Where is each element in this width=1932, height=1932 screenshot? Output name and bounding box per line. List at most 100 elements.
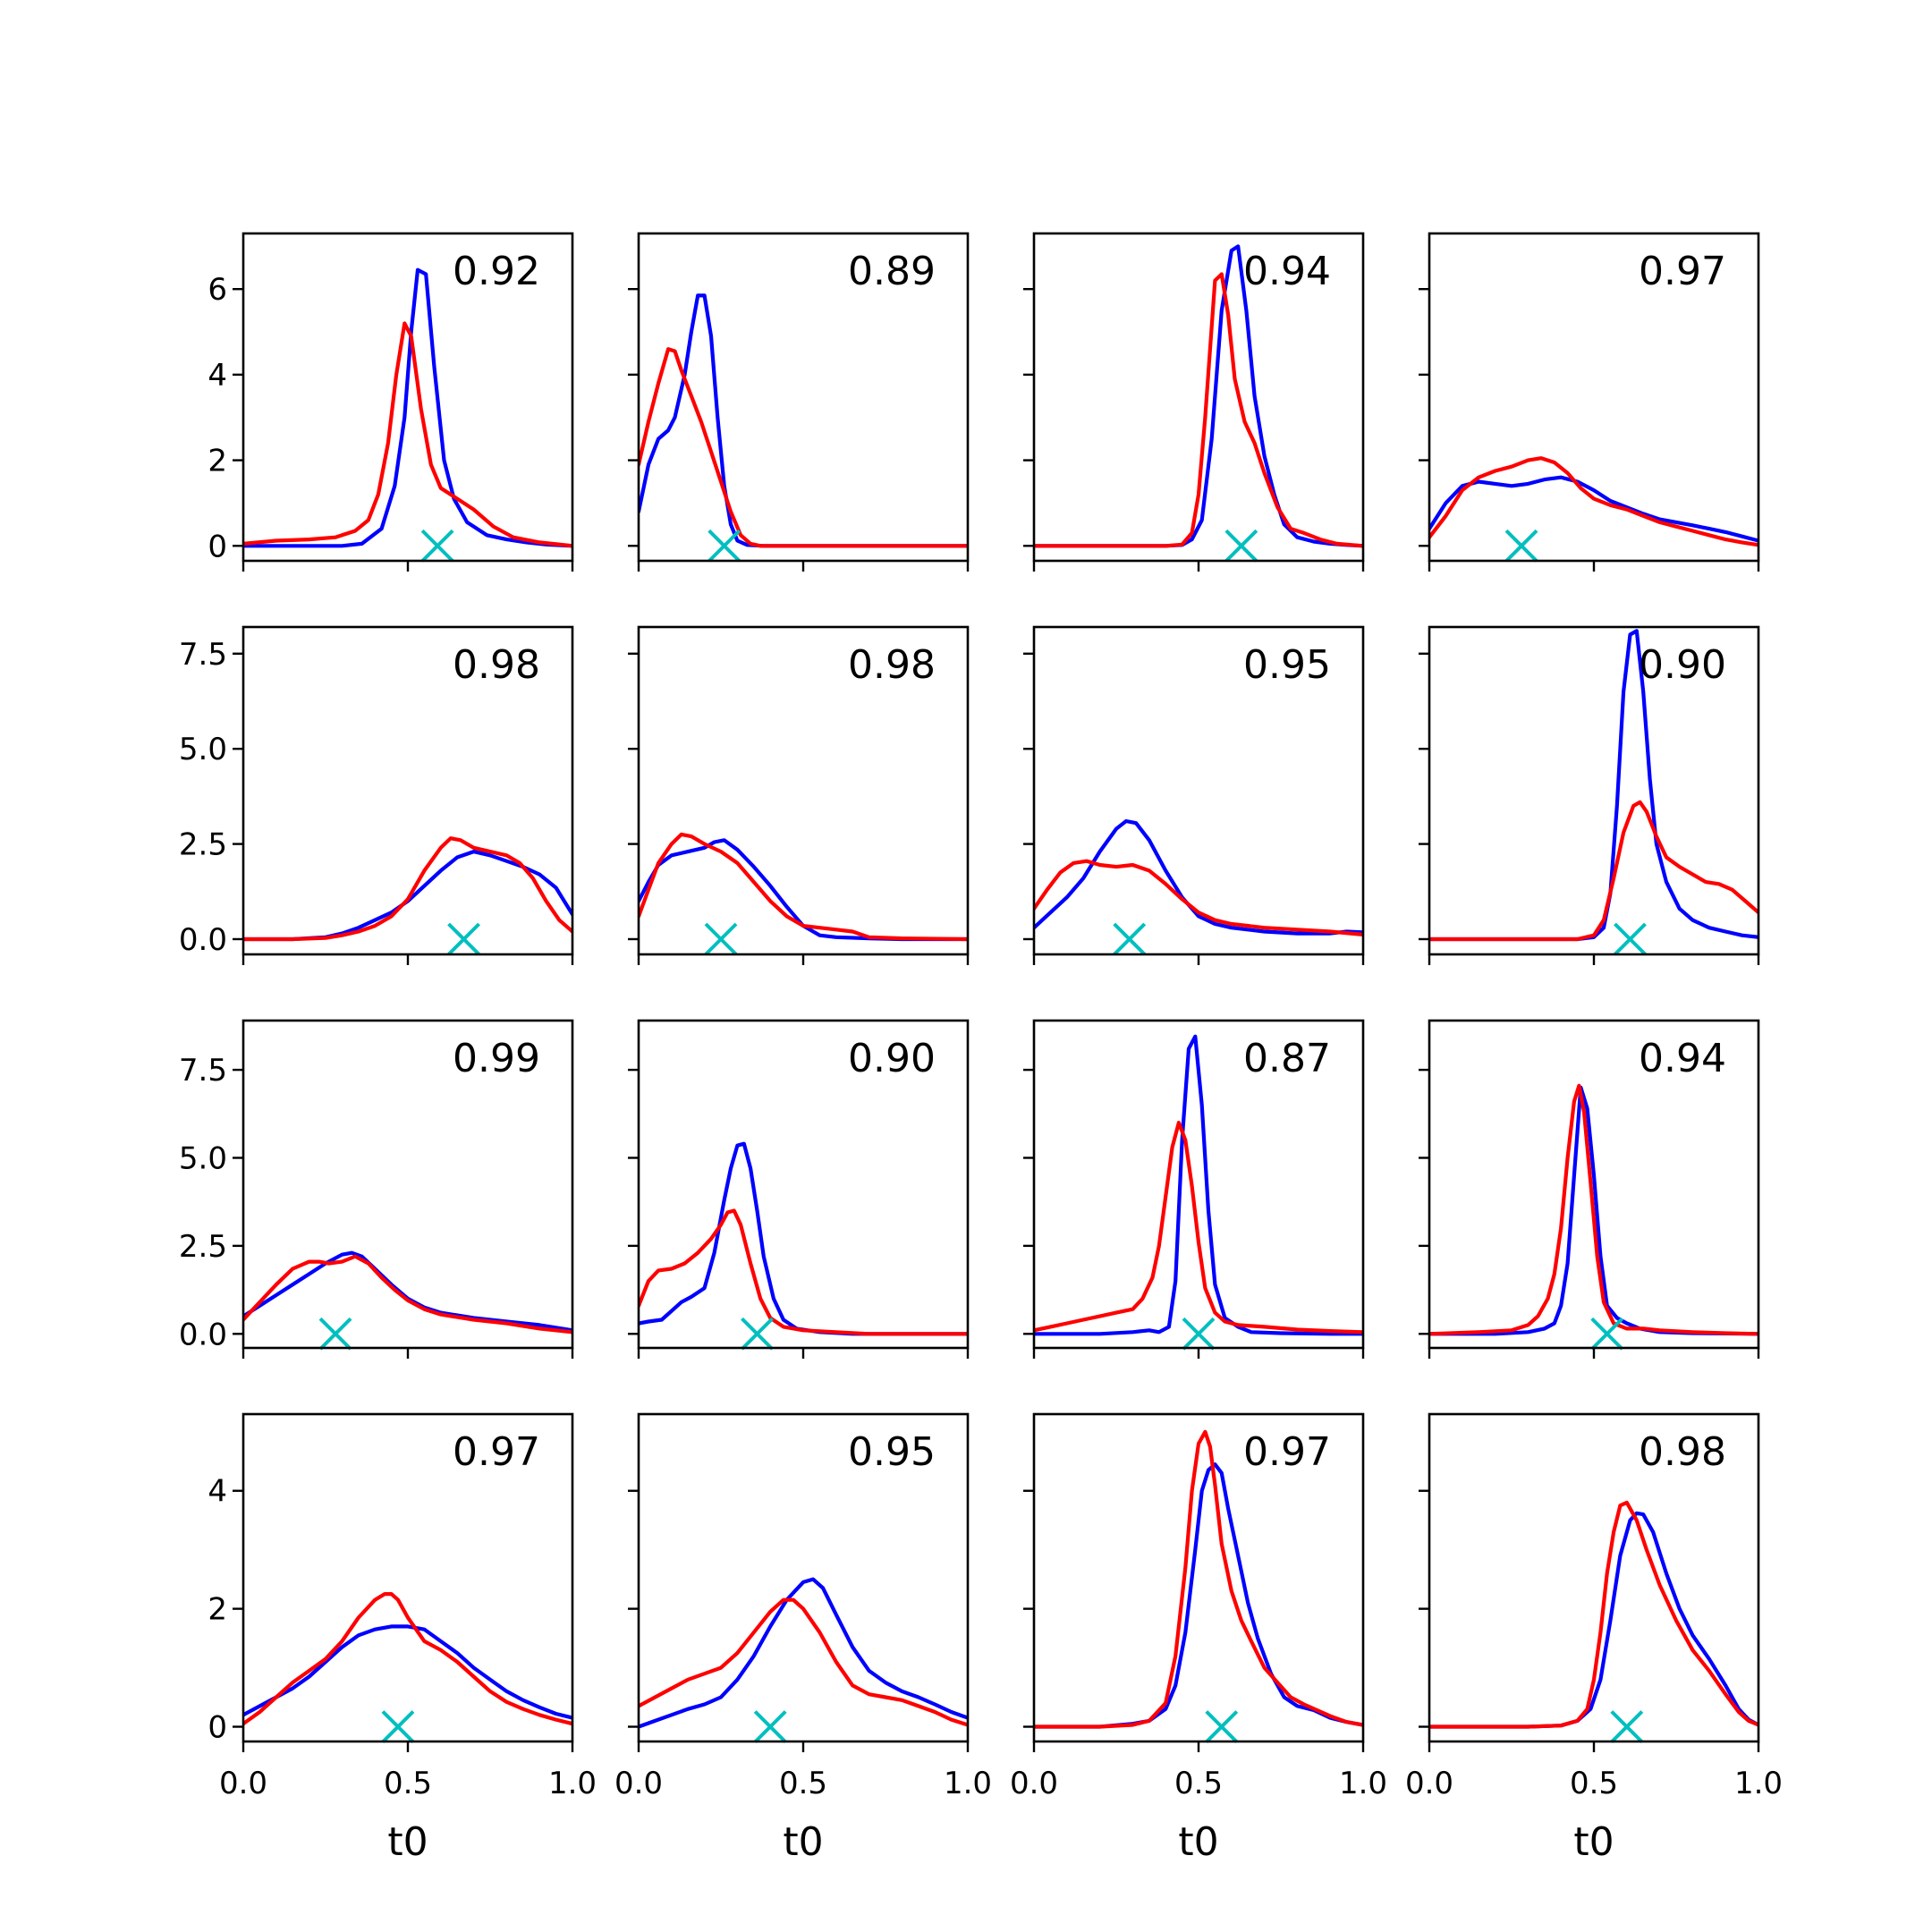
red-density-line bbox=[639, 1597, 968, 1727]
y-tick-label: 5.0 bbox=[179, 732, 227, 767]
marker-stroke bbox=[318, 1317, 352, 1351]
x-tick-label: 0.0 bbox=[219, 1766, 267, 1801]
y-tick-label: 2 bbox=[208, 444, 227, 479]
true-value-marker bbox=[381, 1710, 415, 1743]
subplot-r1-c2: 0.89 bbox=[628, 232, 970, 572]
score-label: 0.92 bbox=[453, 249, 540, 294]
score-label: 0.97 bbox=[453, 1429, 540, 1475]
marker-stroke bbox=[420, 529, 454, 563]
true-value-marker bbox=[318, 1317, 352, 1351]
x-axis-label: t0 bbox=[1178, 1819, 1218, 1865]
score-label: 0.94 bbox=[1243, 249, 1331, 294]
red-density-line bbox=[639, 347, 968, 548]
score-label: 0.94 bbox=[1639, 1036, 1726, 1081]
subplot-r4-c2: 0.0 0.5 1.0 0.95 t0 bbox=[614, 1412, 992, 1865]
subplot-r1-c4: 0.97 bbox=[1419, 232, 1760, 572]
score-label: 0.95 bbox=[1243, 642, 1331, 688]
red-density-line bbox=[639, 832, 968, 942]
score-label: 0.95 bbox=[848, 1429, 936, 1475]
score-label: 0.98 bbox=[453, 642, 540, 688]
subplot-r1-c3: 0.94 bbox=[1023, 232, 1365, 572]
y-tick-label: 5.0 bbox=[179, 1140, 227, 1176]
true-value-marker bbox=[420, 529, 454, 563]
blue-density-line bbox=[1429, 475, 1758, 543]
x-tick-label: 0.5 bbox=[1570, 1766, 1618, 1801]
red-density-line bbox=[243, 836, 572, 942]
red-density-line bbox=[1034, 1429, 1363, 1729]
marker-stroke bbox=[1504, 529, 1538, 563]
score-label: 0.99 bbox=[453, 1036, 540, 1081]
subplot-r3-c3: 0.87 bbox=[1023, 1019, 1365, 1359]
blue-density-line bbox=[639, 838, 968, 942]
red-density-line bbox=[1429, 456, 1758, 547]
subplot-r4-c4: 0.0 0.5 1.0 0.98 t0 bbox=[1405, 1412, 1783, 1865]
marker-stroke bbox=[447, 922, 480, 956]
marker-stroke bbox=[708, 529, 741, 563]
red-density-line bbox=[243, 321, 572, 548]
subplot-r3-c1: 0.0 2.5 5.0 7.5 0.99 bbox=[179, 1019, 574, 1359]
true-value-marker bbox=[704, 922, 738, 956]
score-label: 0.89 bbox=[848, 249, 936, 294]
true-value-marker bbox=[1224, 529, 1258, 563]
true-value-marker bbox=[1182, 1317, 1216, 1351]
subplot-r4-c3: 0.0 0.5 1.0 0.97 t0 bbox=[1010, 1412, 1387, 1865]
y-tick-label: 0.0 bbox=[179, 922, 227, 958]
marker-stroke bbox=[1113, 922, 1147, 956]
x-axis-label: t0 bbox=[1573, 1819, 1614, 1865]
blue-density-line bbox=[243, 267, 572, 548]
true-value-marker bbox=[1205, 1710, 1239, 1743]
x-axis-label: t0 bbox=[783, 1819, 823, 1865]
score-label: 0.98 bbox=[1639, 1429, 1726, 1475]
true-value-marker bbox=[1504, 529, 1538, 563]
true-value-marker bbox=[741, 1317, 774, 1351]
subplot-r2-c2: 0.98 bbox=[628, 625, 970, 965]
red-density-line bbox=[1034, 272, 1363, 548]
true-value-marker bbox=[447, 922, 480, 956]
subplot-r2-c3: 0.95 bbox=[1023, 625, 1365, 965]
blue-density-line bbox=[1034, 1034, 1363, 1336]
subplot-r2-c4: 0.90 bbox=[1419, 625, 1760, 965]
red-density-line bbox=[243, 1592, 572, 1726]
score-label: 0.90 bbox=[1639, 642, 1726, 688]
marker-stroke bbox=[1205, 1710, 1239, 1743]
true-value-marker bbox=[753, 1710, 787, 1743]
marker-stroke bbox=[381, 1710, 415, 1743]
marker-stroke bbox=[1610, 1710, 1644, 1743]
y-tick-label: 0 bbox=[208, 529, 227, 564]
x-axis-label: t0 bbox=[387, 1819, 428, 1865]
blue-density-line bbox=[1034, 818, 1363, 936]
true-value-marker bbox=[708, 529, 741, 563]
marker-stroke bbox=[1590, 1317, 1624, 1351]
red-density-line bbox=[1034, 1121, 1363, 1335]
x-tick-label: 0.0 bbox=[1010, 1766, 1058, 1801]
x-tick-label: 0.5 bbox=[384, 1766, 432, 1801]
subplot-r3-c2: 0.90 bbox=[628, 1019, 970, 1359]
x-tick-label: 1.0 bbox=[944, 1766, 992, 1801]
y-tick-label: 2.5 bbox=[179, 1229, 227, 1265]
marker-stroke bbox=[1182, 1317, 1216, 1351]
blue-density-line bbox=[1429, 629, 1758, 942]
red-density-line bbox=[1034, 859, 1363, 936]
x-tick-label: 0.5 bbox=[1174, 1766, 1223, 1801]
true-value-marker bbox=[1610, 1710, 1644, 1743]
blue-density-line bbox=[1034, 244, 1363, 548]
score-label: 0.97 bbox=[1243, 1429, 1331, 1475]
marker-stroke bbox=[753, 1710, 787, 1743]
score-label: 0.87 bbox=[1243, 1036, 1331, 1081]
x-tick-label: 1.0 bbox=[1734, 1766, 1783, 1801]
x-tick-label: 1.0 bbox=[1339, 1766, 1387, 1801]
x-tick-label: 0.0 bbox=[1405, 1766, 1453, 1801]
y-tick-label: 4 bbox=[208, 358, 227, 394]
true-value-marker bbox=[1614, 922, 1647, 956]
y-tick-label: 2 bbox=[208, 1592, 227, 1628]
marker-stroke bbox=[1614, 922, 1647, 956]
red-density-line bbox=[1429, 800, 1758, 942]
y-tick-label: 7.5 bbox=[179, 1053, 227, 1089]
y-tick-label: 6 bbox=[208, 272, 227, 308]
score-label: 0.97 bbox=[1639, 249, 1726, 294]
true-value-marker bbox=[1590, 1317, 1624, 1351]
true-value-marker bbox=[1113, 922, 1147, 956]
score-label: 0.98 bbox=[848, 642, 936, 688]
